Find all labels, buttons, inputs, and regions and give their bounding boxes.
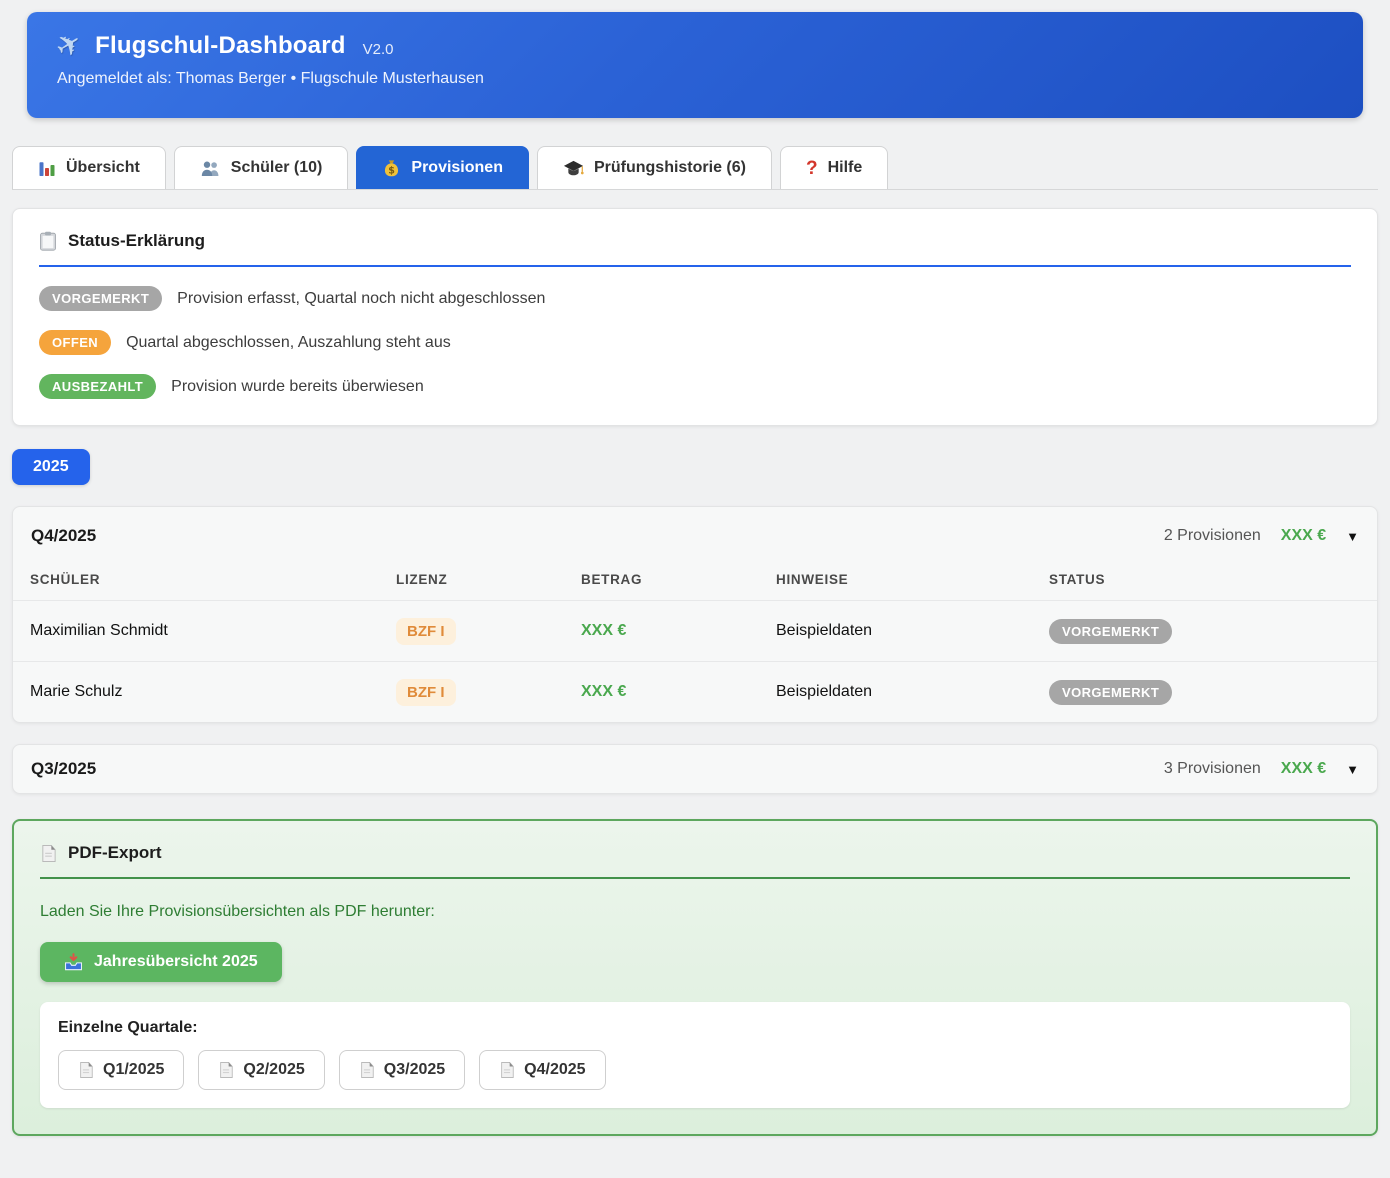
graduation-cap-icon <box>563 159 584 178</box>
logged-in-as: Angemeldet als: Thomas Berger • Flugschu… <box>57 70 484 87</box>
column-header-betrag: Betrag <box>581 572 643 587</box>
column-header-status: Status <box>1049 572 1106 587</box>
quarter-card-q4-2025: Q4/2025 2 Provisionen XXX € ▼ Schüler Li… <box>12 506 1378 723</box>
airplane-icon: ✈ <box>49 24 89 67</box>
column-header-lizenz: Lizenz <box>396 572 448 587</box>
status-badge-vorgemerkt: VORGEMERKT <box>39 286 163 311</box>
table-header-row: Schüler Lizenz Betrag Hinweise Status <box>13 550 1377 600</box>
app-version: V2.0 <box>362 40 394 58</box>
row-amount: XXX € <box>581 622 627 639</box>
svg-text:$: $ <box>389 165 396 176</box>
pdf-export-heading: PDF-Export <box>40 843 1350 879</box>
tab-label: Provisionen <box>411 159 503 176</box>
students-icon <box>200 160 221 177</box>
pdf-q3-button[interactable]: Q3/2025 <box>338 1050 466 1090</box>
row-amount: XXX € <box>581 683 627 700</box>
clipboard-icon <box>39 231 57 251</box>
document-icon <box>40 844 57 863</box>
tab-label: Prüfungshistorie (6) <box>593 159 746 176</box>
app-header: ✈ Flugschul-Dashboard V2.0 Angemeldet al… <box>27 12 1363 118</box>
tab-pruefungshistorie[interactable]: Prüfungshistorie (6) <box>536 146 772 189</box>
provision-count: 2 Provisionen <box>1163 527 1261 544</box>
pdf-q2-button[interactable]: Q2/2025 <box>198 1050 325 1090</box>
pdf-q4-label: Q4/2025 <box>524 1061 586 1078</box>
pdf-q3-label: Q3/2025 <box>383 1061 446 1078</box>
status-badge-ausbezahlt: AUSBEZAHLT <box>39 374 157 399</box>
status-legend-card: Status-Erklärung VORGEMERKT Provision er… <box>12 208 1378 426</box>
pdf-export-title: PDF-Export <box>68 843 162 862</box>
quarter-amount: XXX € <box>1280 760 1327 777</box>
pdf-q1-label: Q1/2025 <box>103 1061 165 1078</box>
bar-chart-icon <box>38 159 56 177</box>
table-row: Maximilian Schmidt BZF I XXX € Beispield… <box>13 600 1377 661</box>
tab-hilfe[interactable]: ? Hilfe <box>779 146 889 189</box>
pdf-export-card: PDF-Export Laden Sie Ihre Provisionsüber… <box>12 819 1378 1136</box>
status-legend-title: Status-Erklärung <box>68 231 205 250</box>
document-icon <box>218 1061 234 1079</box>
column-header-schueler: Schüler <box>30 572 101 587</box>
jahresuebersicht-button-label: Jahresübersicht 2025 <box>94 953 258 970</box>
status-badge-offen: OFFEN <box>39 330 112 355</box>
tab-provisionen[interactable]: $ Provisionen <box>356 146 529 189</box>
legend-text: Provision erfasst, Quartal noch nicht ab… <box>177 289 546 307</box>
document-icon <box>78 1061 94 1079</box>
quarter-amount: XXX € <box>1280 527 1327 544</box>
pdf-q1-button[interactable]: Q1/2025 <box>58 1050 185 1090</box>
pdf-export-description: Laden Sie Ihre Provisionsübersichten als… <box>40 903 435 920</box>
single-quarters-label: Einzelne Quartale: <box>58 1019 198 1036</box>
pdf-q2-label: Q2/2025 <box>243 1061 305 1078</box>
chevron-down-icon[interactable]: ▼ <box>1346 761 1359 777</box>
document-icon <box>499 1061 515 1079</box>
table-row: Marie Schulz BZF I XXX € Beispieldaten V… <box>13 661 1377 722</box>
chevron-down-icon[interactable]: ▼ <box>1346 528 1359 544</box>
legend-item-vorgemerkt: VORGEMERKT Provision erfasst, Quartal no… <box>39 286 1351 311</box>
tab-schueler[interactable]: Schüler (10) <box>173 146 349 189</box>
quarter-title: Q3/2025 <box>31 759 97 778</box>
legend-text: Quartal abgeschlossen, Auszahlung steht … <box>126 333 451 351</box>
column-header-hinweise: Hinweise <box>776 572 849 587</box>
tab-bar: Übersicht Schüler (10) $ Provisionen Prü… <box>12 146 1378 190</box>
document-icon <box>359 1061 375 1079</box>
legend-text: Provision wurde bereits überwiesen <box>171 377 424 395</box>
legend-item-offen: OFFEN Quartal abgeschlossen, Auszahlung … <box>39 330 1351 355</box>
quarter-header-q3[interactable]: Q3/2025 3 Provisionen XXX € ▼ <box>13 745 1377 793</box>
quarter-title: Q4/2025 <box>31 526 97 545</box>
quarter-button-row: Q1/2025 Q2/2025 Q3/2025 Q4/2025 <box>58 1050 1332 1090</box>
money-bag-icon: $ <box>382 159 401 178</box>
app-title: Flugschul-Dashboard <box>95 32 346 59</box>
status-legend-heading: Status-Erklärung <box>39 231 1351 267</box>
status-badge: VORGEMERKT <box>1049 679 1173 705</box>
pdf-q4-button[interactable]: Q4/2025 <box>479 1050 606 1090</box>
question-mark-icon: ? <box>805 157 818 179</box>
year-badge-2025[interactable]: 2025 <box>12 449 90 485</box>
provision-count: 3 Provisionen <box>1163 760 1261 777</box>
license-badge: BZF I <box>396 617 456 645</box>
tab-label: Schüler (10) <box>230 159 323 176</box>
row-note: Beispieldaten <box>776 683 873 700</box>
tab-label: Übersicht <box>66 159 140 176</box>
inbox-download-icon <box>64 953 83 971</box>
quarter-card-q3-2025: Q3/2025 3 Provisionen XXX € ▼ <box>12 744 1378 794</box>
legend-item-ausbezahlt: AUSBEZAHLT Provision wurde bereits überw… <box>39 374 1351 399</box>
row-note: Beispieldaten <box>776 622 873 639</box>
tab-uebersicht[interactable]: Übersicht <box>12 146 166 189</box>
single-quarters-box: Einzelne Quartale: Q1/2025 Q2/2025 Q3/20… <box>40 1002 1350 1108</box>
jahresuebersicht-button[interactable]: Jahresübersicht 2025 <box>40 942 282 982</box>
quarter-header-q4[interactable]: Q4/2025 2 Provisionen XXX € ▼ <box>13 507 1377 550</box>
tab-label: Hilfe <box>827 159 863 176</box>
license-badge: BZF I <box>396 678 456 706</box>
status-badge: VORGEMERKT <box>1049 618 1173 644</box>
student-name: Marie Schulz <box>30 683 123 700</box>
student-name: Maximilian Schmidt <box>30 622 168 639</box>
